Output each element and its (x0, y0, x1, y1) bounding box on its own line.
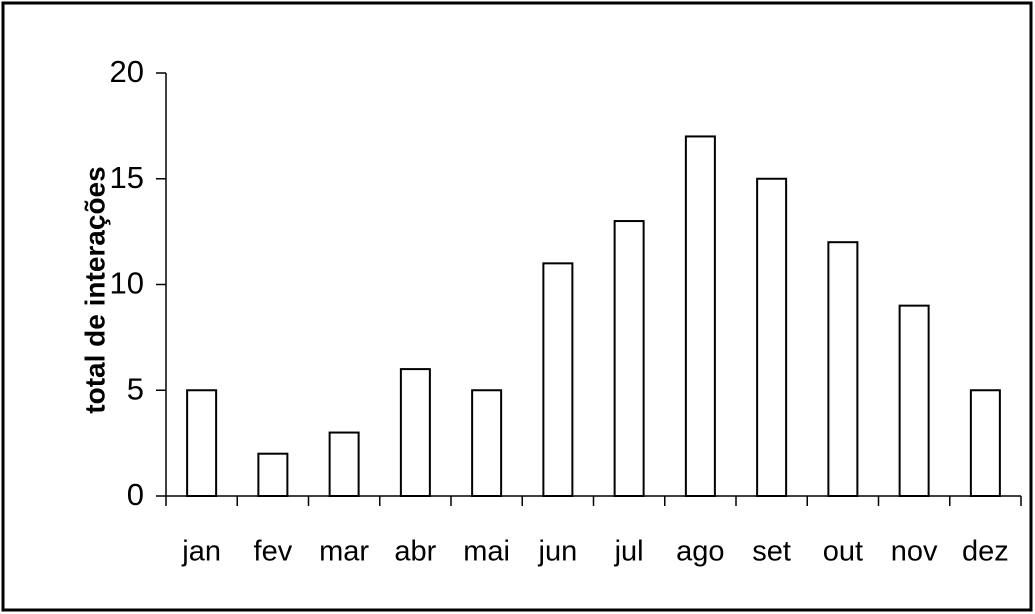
bar (756, 177, 788, 497)
y-tick-label: 10 (110, 266, 144, 301)
x-tick-label: abr (394, 536, 436, 568)
bar (542, 262, 574, 497)
y-tick-label: 20 (110, 54, 144, 89)
bar (471, 389, 503, 497)
bar (684, 135, 716, 497)
bar (186, 389, 218, 497)
bar (399, 368, 431, 498)
x-tick-label: out (823, 536, 863, 568)
x-tick-label: jun (538, 536, 578, 568)
x-tick-label: dez (962, 536, 1009, 568)
bar (257, 452, 289, 498)
x-tick-label: mar (319, 536, 369, 568)
bar (898, 304, 930, 497)
y-tick-label: 15 (110, 160, 144, 195)
x-tick-label: jul (614, 536, 644, 568)
y-tick-label: 5 (127, 371, 144, 406)
x-tick-label: set (752, 536, 791, 568)
x-tick-label: fev (254, 536, 293, 568)
x-tick-label: mai (463, 536, 510, 568)
bar (328, 431, 360, 497)
x-tick-label: jan (181, 536, 221, 568)
y-tick-label: 0 (127, 477, 144, 512)
bar (827, 241, 859, 497)
bar (969, 389, 1001, 497)
x-tick-label: nov (891, 536, 938, 568)
bar (613, 220, 645, 498)
x-tick-label: ago (676, 536, 724, 568)
y-axis-label: total de interações (79, 166, 110, 413)
